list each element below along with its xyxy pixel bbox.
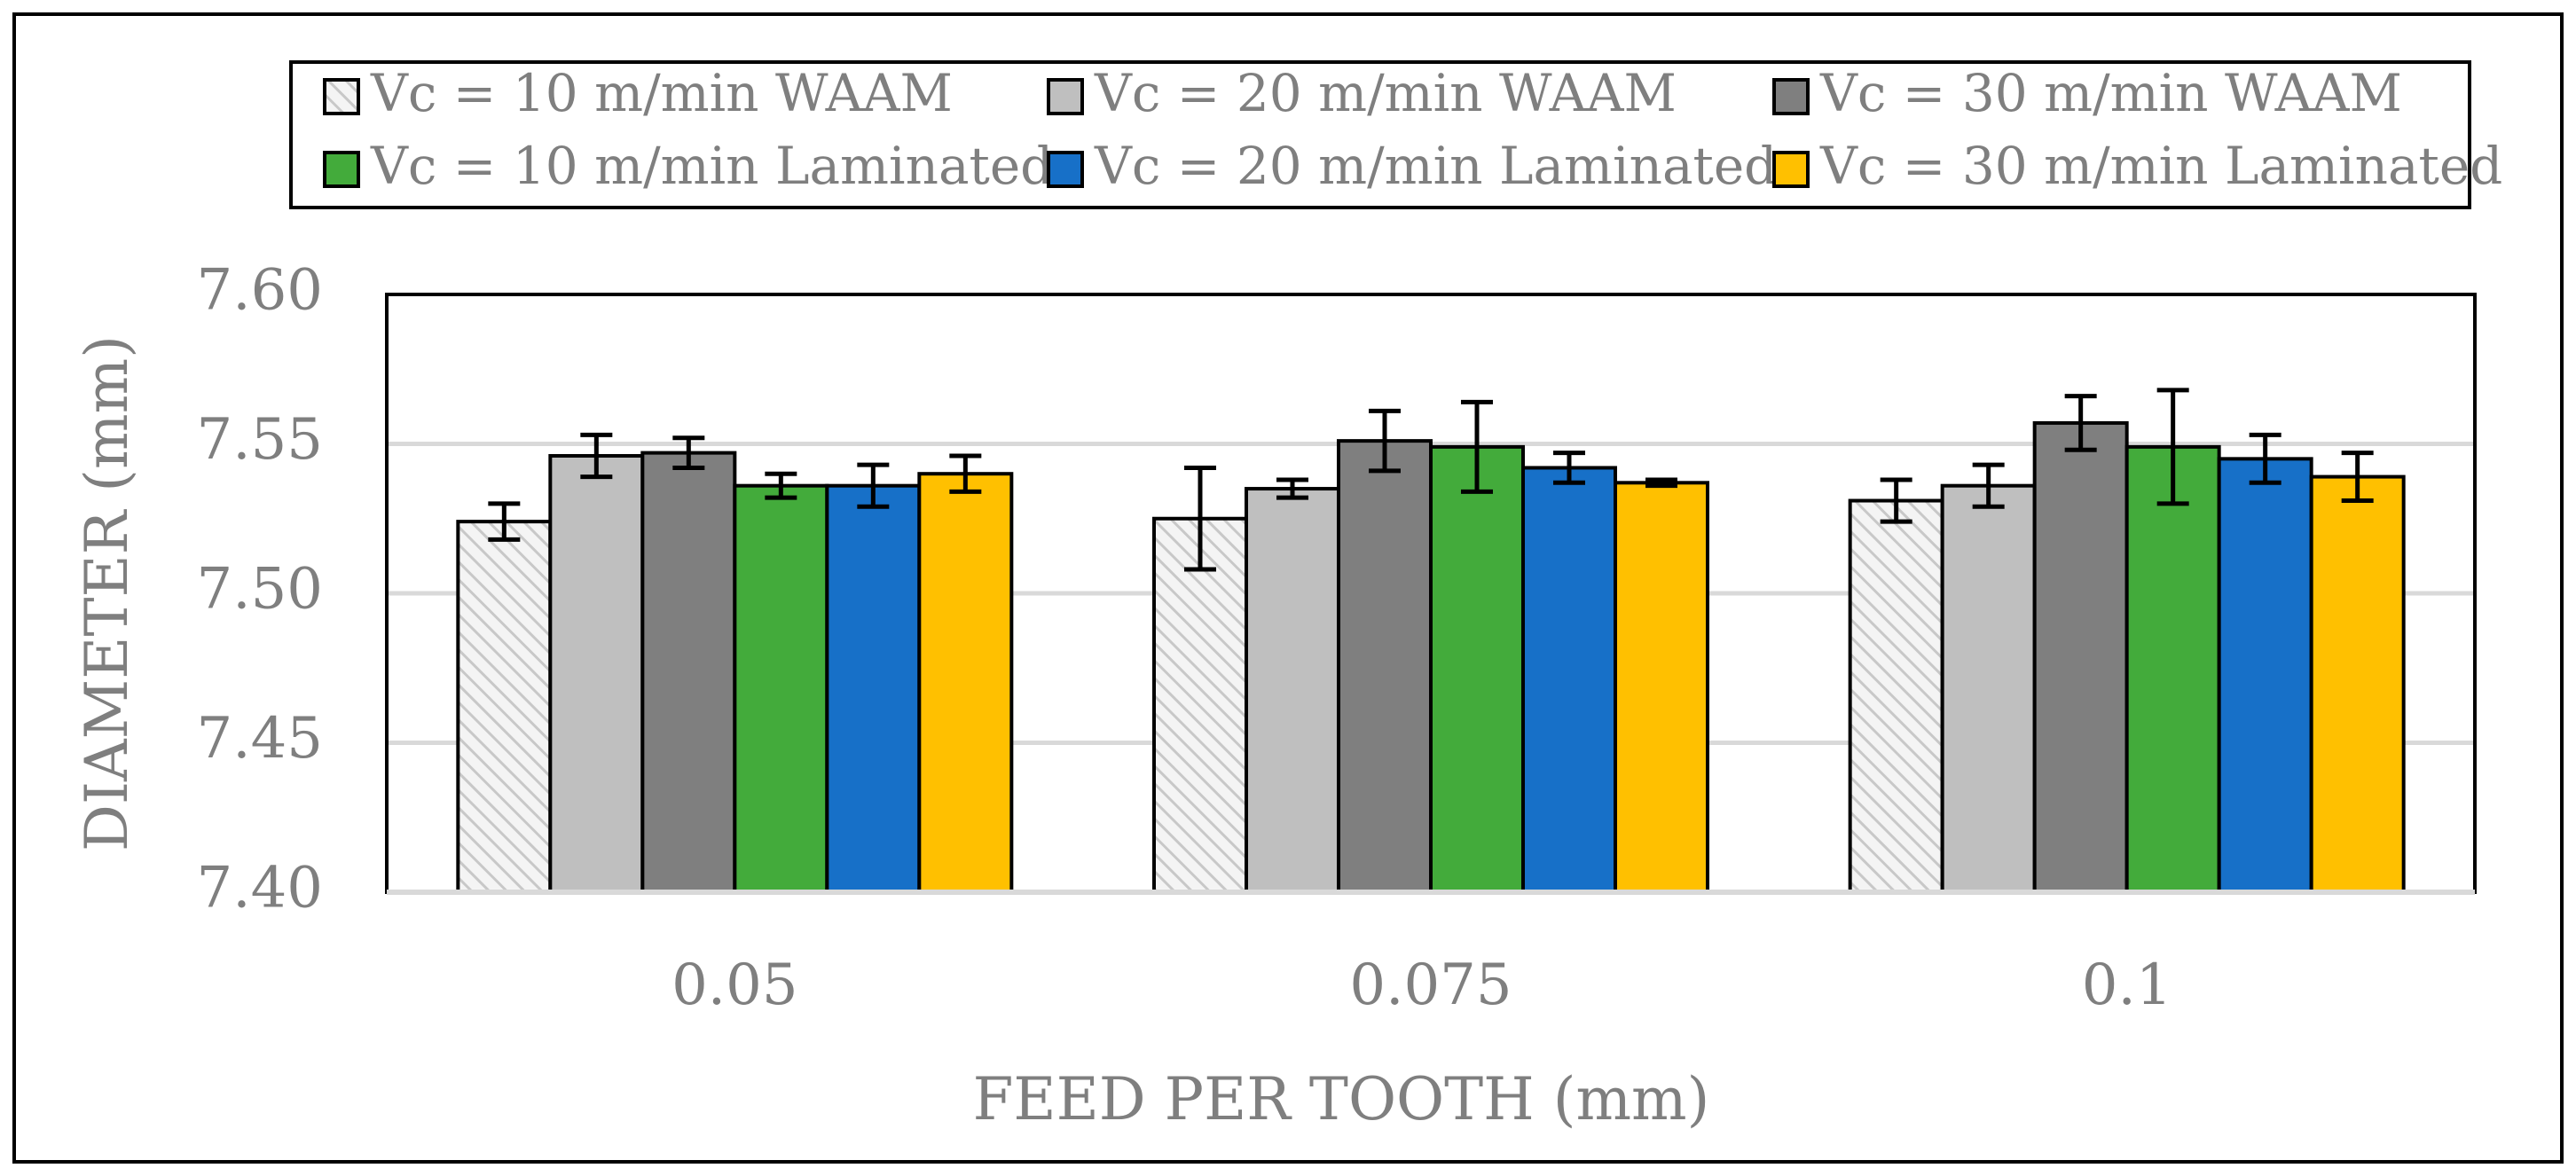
bar [456, 520, 553, 894]
legend-label: Vc = 10 m/min Laminated [370, 136, 1053, 196]
legend-box [289, 60, 2471, 209]
y-tick-label: 7.60 [197, 258, 324, 324]
legend-swatch [1047, 151, 1084, 188]
bar [2124, 444, 2221, 894]
legend-swatch [1047, 78, 1084, 115]
legend-label: Vc = 30 m/min Laminated [1819, 136, 2502, 196]
legend-swatch [323, 78, 360, 115]
legend-swatch [323, 151, 360, 188]
bar [640, 451, 737, 894]
bar [1940, 483, 2037, 894]
bar [1337, 439, 1433, 894]
x-axis-title: FEED PER TOOTH (mm) [973, 1065, 1710, 1133]
bar [825, 483, 922, 894]
bar [733, 483, 829, 894]
legend-swatch [1772, 151, 1810, 188]
legend-swatch [1772, 78, 1810, 115]
y-tick-label: 7.40 [197, 856, 324, 921]
legend-label: Vc = 10 m/min WAAM [370, 63, 953, 123]
x-tick-label: 0.05 [671, 953, 798, 1018]
bar [917, 472, 1014, 894]
x-tick-label: 0.075 [1349, 953, 1512, 1018]
bar [2217, 457, 2313, 894]
bar [1429, 444, 1525, 894]
bar [2309, 474, 2406, 894]
bar [1152, 516, 1248, 894]
bar [548, 453, 645, 894]
bar [1521, 466, 1617, 895]
y-tick-label: 7.55 [197, 407, 324, 473]
y-axis-title: DIAMETER (mm) [73, 335, 141, 851]
bar [1848, 498, 1944, 895]
legend-label: Vc = 30 m/min WAAM [1819, 63, 2402, 123]
legend: Vc = 10 m/min WAAM Vc = 20 m/min WAAM Vc =… [289, 60, 2502, 209]
bar [2032, 420, 2129, 895]
bar [1614, 481, 1709, 894]
bar [1245, 487, 1340, 894]
legend-label: Vc = 20 m/min WAAM [1094, 63, 1677, 123]
x-tick-label: 0.1 [2082, 953, 2172, 1018]
y-tick-label: 7.45 [197, 706, 324, 772]
legend-label: Vc = 20 m/min Laminated [1094, 136, 1777, 196]
plot-area [385, 293, 2477, 895]
y-tick-label: 7.50 [197, 557, 324, 623]
